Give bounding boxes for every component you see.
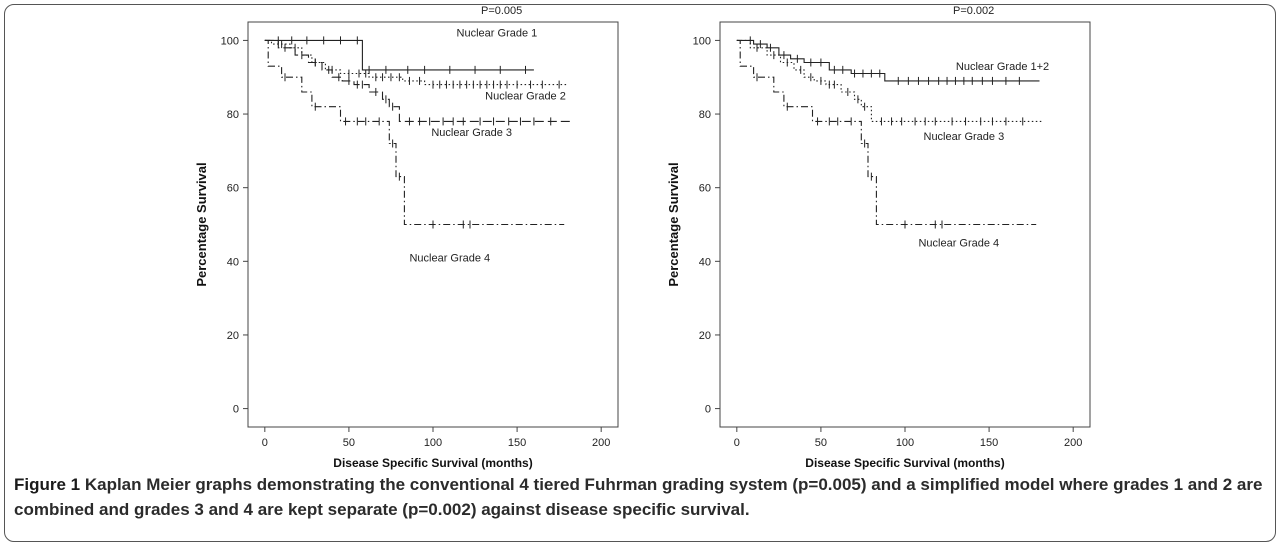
chart1-x-tick-label: 200 <box>592 437 610 449</box>
chart1-series-nuclear-grade-1-line <box>264 39 534 71</box>
chart2-annotation: Nuclear Grade 3 <box>924 131 1005 143</box>
chart2-annotation: Nuclear Grade 1+2 <box>956 61 1049 73</box>
chart1-annotation: Nuclear Grade 3 <box>431 127 512 139</box>
charts-area: 0 50 100 150 200 0 20 40 60 80 100 Disease Specific… <box>194 5 1091 470</box>
chart2-group: 0 50 100 150 200 0 20 40 60 80 100 Disease Specific… <box>666 5 1091 470</box>
chart2-annotation: Nuclear Grade 4 <box>918 238 999 250</box>
caption-text: Kaplan Meier graphs demonstrating the co… <box>14 475 1263 519</box>
chart1-annotation: Nuclear Grade 2 <box>485 90 566 102</box>
chart1-y-tick-label: 100 <box>221 35 239 47</box>
chart1-y-tick-label: 40 <box>227 256 239 268</box>
chart1-y-tick-label: 60 <box>227 183 239 195</box>
chart2-x-tick-label: 100 <box>896 437 914 449</box>
chart1-y-axis-label: Percentage Survival <box>194 162 209 286</box>
chart2-y-tick-label: 100 <box>693 35 711 47</box>
chart1-annotation: Nuclear Grade 4 <box>409 252 490 264</box>
chart1-annotation: Nuclear Grade 1 <box>457 28 538 40</box>
chart1-x-tick-label: 0 <box>262 437 268 449</box>
chart2-series-nuclear-grade-3-line <box>736 39 1043 122</box>
chart1-x-tick-label: 150 <box>508 437 526 449</box>
figure-frame <box>4 4 1276 542</box>
chart1-y-tick-label: 0 <box>233 404 239 416</box>
chart2-y-axis-label: Percentage Survival <box>666 162 681 286</box>
chart1-x-tick-label: 50 <box>343 437 355 449</box>
chart2-y-tick-label: 60 <box>699 183 711 195</box>
chart2-y-tick-label: 80 <box>699 109 711 121</box>
chart1-title: P=0.005 <box>481 5 522 17</box>
chart1-series-nuclear-grade-3-line <box>264 39 571 122</box>
chart2-x-tick-label: 150 <box>980 437 998 449</box>
chart2-y-tick-label: 0 <box>705 404 711 416</box>
chart1-group: 0 50 100 150 200 0 20 40 60 80 100 Disease Specific… <box>194 5 619 470</box>
caption-label: Figure 1 <box>14 475 81 494</box>
chart1-series-nuclear-grade-4-line <box>264 39 565 226</box>
chart2-series-nuclear-grade-4-line <box>736 39 1037 226</box>
chart2-x-tick-label: 200 <box>1064 437 1082 449</box>
figure-caption: Figure 1 Kaplan Meier graphs demonstrati… <box>14 472 1264 522</box>
chart2-y-tick-label: 20 <box>699 330 711 342</box>
chart1-x-tick-label: 100 <box>424 437 442 449</box>
chart1-y-tick-label: 20 <box>227 330 239 342</box>
chart2-x-axis-label: Disease Specific Survival (months) <box>805 456 1004 470</box>
chart2-y-tick-label: 40 <box>699 256 711 268</box>
chart2-title: P=0.002 <box>953 5 994 17</box>
chart1-x-axis-label: Disease Specific Survival (months) <box>333 456 532 470</box>
chart2-x-tick-label: 50 <box>815 437 827 449</box>
chart2-x-tick-label: 0 <box>734 437 740 449</box>
chart1-y-tick-label: 80 <box>227 109 239 121</box>
